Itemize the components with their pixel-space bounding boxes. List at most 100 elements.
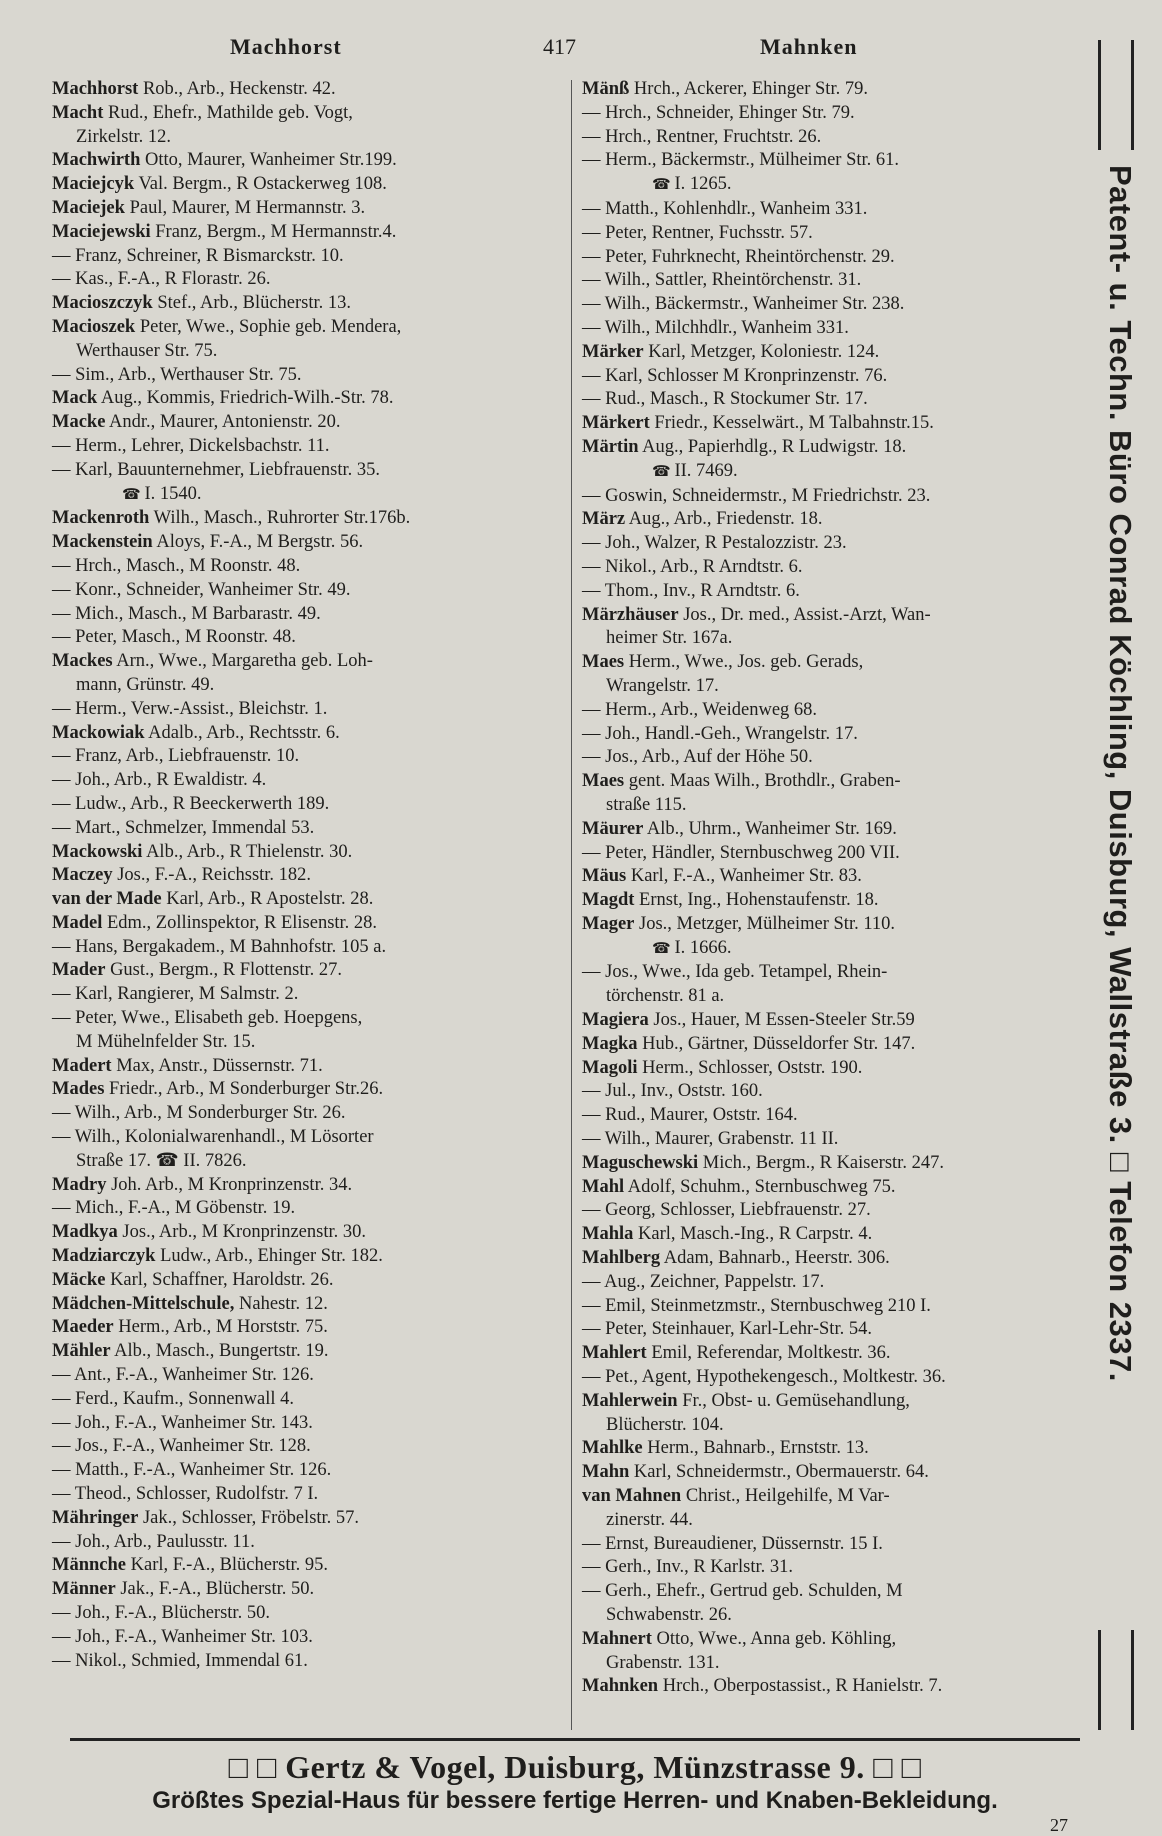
side-advertisement: Patent- u. Techn. Büro Conrad Köchling, …	[1088, 40, 1142, 1730]
entry-details: — Wilh., Milchhdlr., Wanheim 331.	[582, 317, 849, 338]
entry-details: — Hans, Bergakadem., M Bahnhofstr. 105 a…	[52, 936, 387, 957]
entry-details: Aug., Arb., Friedenstr. 18.	[628, 509, 823, 530]
entry-surname: Mager	[582, 913, 635, 934]
directory-entry: — Peter, Händler, Sternbuschweg 200 VII.	[582, 842, 1082, 866]
entry-surname: Mähringer	[52, 1507, 139, 1528]
entry-surname: Macioszek	[52, 316, 136, 337]
directory-entry: Madkya Jos., Arb., M Kronprinzenstr. 30.	[52, 1221, 567, 1245]
entry-details: — Ferd., Kaufm., Sonnenwall 4.	[52, 1388, 295, 1409]
entry-details: — Peter, Rentner, Fuchsstr. 57.	[582, 222, 813, 243]
entry-details: — Kas., F.-A., R Florastr. 26.	[52, 269, 271, 290]
entry-surname: Madert	[52, 1055, 112, 1076]
entry-details: — Herm., Verw.-Assist., Bleichstr. 1.	[52, 698, 328, 719]
entry-details: — Jos., F.-A., Wanheimer Str. 128.	[52, 1436, 311, 1457]
entry-details: Adam, Bahnarb., Heerstr. 306.	[663, 1248, 890, 1269]
directory-entry: — Hrch., Masch., M Roonstr. 48.	[52, 555, 567, 579]
entry-details: Peter, Wwe., Sophie geb. Mendera,	[139, 316, 402, 337]
entry-details: — Peter, Händler, Sternbuschweg 200 VII.	[582, 842, 900, 863]
directory-entry: Maes gent. Maas Wilh., Brothdlr., Graben…	[582, 770, 1082, 818]
entry-surname: Mahlke	[582, 1438, 643, 1459]
entry-surname: Männche	[52, 1555, 126, 1576]
entry-surname: Märkert	[582, 413, 650, 434]
entry-details: Jos., Metzger, Mülheimer Str. 110.	[639, 913, 896, 934]
entry-details: Jos., F.-A., Reichsstr. 182.	[117, 865, 312, 886]
entry-surname: Märker	[582, 341, 644, 362]
entry-details: Max, Anstr., Düssernstr. 71.	[116, 1055, 323, 1076]
entry-details: Karl, Arb., R Apostelstr. 28.	[166, 889, 374, 910]
entry-surname: Mäurer	[582, 818, 644, 839]
directory-entry: Mahlerwein Fr., Obst- u. Gemüsehandlung,…	[582, 1390, 1082, 1438]
entry-details: — Sim., Arb., Werthauser Str. 75.	[52, 364, 302, 385]
directory-entry: — Joh., F.-A., Wanheimer Str. 143.	[52, 1412, 567, 1436]
entry-details: — Joh., F.-A., Wanheimer Str. 103.	[52, 1626, 313, 1647]
entry-phone: I. 1265.	[582, 173, 1082, 198]
entry-details: Ludw., Arb., Ehinger Str. 182.	[160, 1246, 383, 1267]
entry-details: Jak., Schlosser, Fröbelstr. 57.	[142, 1507, 360, 1528]
entry-details: — Nikol., Arb., R Arndtstr. 6.	[582, 556, 803, 577]
entry-details: Karl, F.-A., Blücherstr. 95.	[130, 1555, 328, 1576]
directory-entry: — Pet., Agent, Hypothekengesch., Moltkes…	[582, 1366, 1082, 1390]
entry-details: Hub., Gärtner, Düsseldorfer Str. 147.	[642, 1033, 916, 1054]
entry-surname: Maciejek	[52, 197, 125, 218]
directory-entry: — Kas., F.-A., R Florastr. 26.	[52, 268, 567, 292]
directory-entry: — Georg, Schlosser, Liebfrauenstr. 27.	[582, 1199, 1082, 1223]
entry-details: Rob., Arb., Heckenstr. 42.	[142, 79, 336, 99]
directory-entry: — Joh., Walzer, R Pestalozzistr. 23.	[582, 532, 1082, 556]
directory-entry: — Nikol., Arb., R Arndtstr. 6.	[582, 556, 1082, 580]
entry-details: — Matth., Kohlenhdlr., Wanheim 331.	[582, 198, 868, 219]
entry-details: Hrch., Oberpostassist., R Hanielstr. 7.	[662, 1676, 943, 1697]
entry-surname: Magoli	[582, 1057, 638, 1078]
running-head-left: Machhorst	[230, 34, 342, 59]
entry-surname: Märtin	[582, 436, 639, 457]
entry-continuation: Werthauser Str. 75.	[76, 340, 218, 361]
directory-entry: van der Made Karl, Arb., R Apostelstr. 2…	[52, 888, 567, 912]
directory-entry: Märzhäuser Jos., Dr. med., Assist.-Arzt,…	[582, 604, 1082, 652]
entry-details: Stef., Arb., Blücherstr. 13.	[157, 293, 352, 314]
entry-details: Alb., Masch., Bungertstr. 19.	[114, 1341, 329, 1362]
entry-surname: Maczey	[52, 865, 113, 886]
entry-details: Emil, Referendar, Moltkestr. 36.	[651, 1343, 891, 1364]
left-column: Machhorst Rob., Arb., Heckenstr. 42. Mach…	[52, 78, 567, 1673]
entry-details: — Joh., F.-A., Wanheimer Str. 143.	[52, 1412, 313, 1433]
directory-entry: März Aug., Arb., Friedenstr. 18.	[582, 508, 1082, 532]
directory-entry: Maguschewski Mich., Bergm., R Kaiserstr.…	[582, 1152, 1082, 1176]
entry-details: — Emil, Steinmetzmstr., Sternbuschweg 21…	[582, 1295, 931, 1316]
entry-surname: Mahla	[582, 1224, 634, 1245]
directory-entry: — Aug., Zeichner, Pappelstr. 17.	[582, 1271, 1082, 1295]
entry-details: — Ant., F.-A., Wanheimer Str. 126.	[52, 1365, 314, 1386]
entry-details: — Hrch., Rentner, Fruchtstr. 26.	[582, 126, 822, 147]
directory-entry: — Wilh., Sattler, Rheintörchenstr. 31.	[582, 269, 1082, 293]
entry-details: Adolf, Schuhm., Sternbuschweg 75.	[627, 1176, 896, 1197]
entry-details: — Mich., Masch., M Barbarastr. 49.	[52, 603, 321, 624]
entry-surname: Mänß	[582, 79, 630, 99]
directory-entry: — Ernst, Bureaudiener, Düssernstr. 15 I.	[582, 1533, 1082, 1557]
entry-surname: Madkya	[52, 1222, 118, 1243]
entry-surname: Madry	[52, 1174, 107, 1195]
entry-details: Fr., Obst- u. Gemüsehandlung,	[682, 1390, 910, 1411]
entry-details: — Joh., Handl.-Geh., Wrangelstr. 17.	[582, 723, 858, 744]
entry-details: — Wilh., Kolonialwarenhandl., M Lösorter	[52, 1127, 374, 1148]
entry-surname: Mackes	[52, 651, 113, 672]
directory-entry: — Ant., F.-A., Wanheimer Str. 126.	[52, 1364, 567, 1388]
entry-details: Alb., Arb., R Thielenstr. 30.	[146, 841, 353, 862]
directory-entry: Madry Joh. Arb., M Kronprinzenstr. 34.	[52, 1174, 567, 1198]
directory-entry: Madert Max, Anstr., Düssernstr. 71.	[52, 1055, 567, 1079]
directory-entry: Märtin Aug., Papierhdlg., R Ludwigstr. 1…	[582, 436, 1082, 485]
entry-details: — Wilh., Sattler, Rheintörchenstr. 31.	[582, 270, 862, 291]
entry-continuation: Wrangelstr. 17.	[606, 675, 719, 696]
page-number: 417	[543, 34, 576, 59]
directory-entry: Maczey Jos., F.-A., Reichsstr. 182.	[52, 864, 567, 888]
directory-entry: — Goswin, Schneidermstr., M Friedrichstr…	[582, 485, 1082, 509]
entry-details: Friedr., Arb., M Sonderburger Str.26.	[109, 1079, 384, 1100]
directory-entry: — Joh., F.-A., Blücherstr. 50.	[52, 1602, 567, 1626]
directory-entry: — Joh., Arb., R Ewaldistr. 4.	[52, 769, 567, 793]
directory-entry: Mack Aug., Kommis, Friedrich-Wilh.-Str. …	[52, 387, 567, 411]
directory-entry: — Wilh., Milchhdlr., Wanheim 331.	[582, 317, 1082, 341]
directory-entry: Mackes Arn., Wwe., Margaretha geb. Loh-m…	[52, 650, 567, 698]
directory-entry: Märker Karl, Metzger, Koloniestr. 124.	[582, 341, 1082, 365]
directory-entry: — Karl, Bauunternehmer, Liebfrauenstr. 3…	[52, 459, 567, 508]
footer-rule	[70, 1738, 1080, 1741]
entry-details: — Jul., Inv., Oststr. 160.	[582, 1081, 763, 1102]
directory-entry: — Hrch., Rentner, Fruchtstr. 26.	[582, 126, 1082, 150]
directory-entry: — Mart., Schmelzer, Immendal 53.	[52, 817, 567, 841]
